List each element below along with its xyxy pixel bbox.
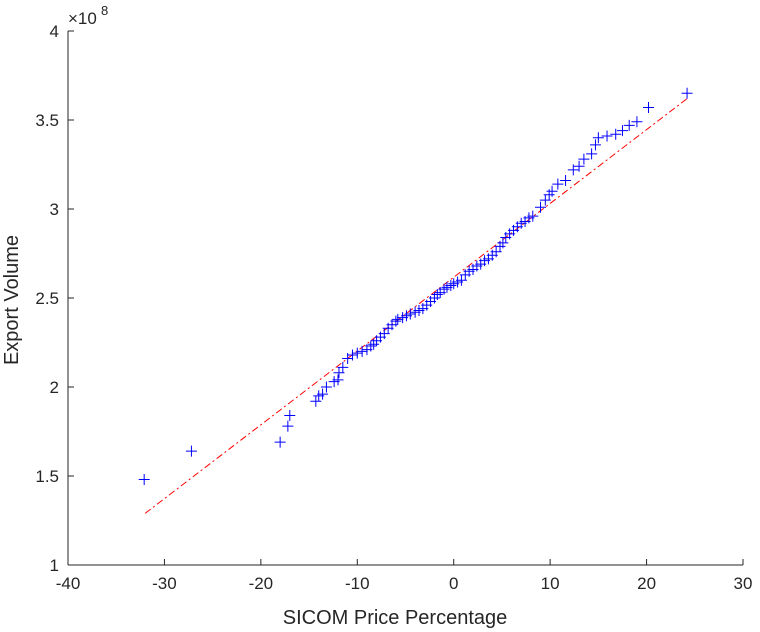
y-tick-label: 2: [50, 378, 59, 397]
data-point: [643, 102, 654, 114]
y-tick-label: 4: [50, 22, 59, 41]
data-point: [497, 237, 509, 249]
fit-line: [144, 98, 688, 514]
data-point: [351, 347, 363, 359]
x-tick-label: 20: [637, 574, 656, 593]
data-point: [438, 283, 450, 295]
data-point: [346, 349, 358, 361]
data-point: [284, 409, 296, 421]
data-point: [527, 210, 539, 222]
data-point: [390, 315, 402, 327]
data-points: [138, 87, 693, 486]
x-tick-label: 0: [449, 574, 458, 593]
data-point: [356, 345, 368, 357]
x-tick-label: -30: [152, 574, 177, 593]
data-point: [320, 381, 332, 393]
y-axis-exponent: ×10 8: [68, 3, 108, 28]
data-point: [578, 153, 590, 165]
x-tick-label: 30: [734, 574, 753, 593]
y-axis-label: Export Volume: [1, 235, 23, 365]
data-point: [445, 280, 457, 292]
data-point: [274, 436, 286, 448]
data-point: [431, 288, 443, 300]
x-tick-label: -20: [249, 574, 274, 593]
fit-line-group: [144, 98, 688, 514]
data-point: [392, 313, 404, 325]
data-point: [586, 148, 598, 160]
data-point: [623, 119, 635, 131]
data-point: [560, 175, 572, 187]
x-tick-label: 10: [541, 574, 560, 593]
y-tick-label: 3.5: [35, 111, 59, 130]
data-point: [681, 87, 693, 99]
data-point: [616, 125, 628, 137]
data-point: [552, 178, 564, 190]
data-point: [546, 185, 558, 197]
data-point: [138, 474, 150, 486]
exponent-base: ×10: [68, 9, 97, 28]
data-point: [567, 164, 579, 176]
data-point: [404, 308, 416, 320]
y-tick-label: 1: [50, 556, 59, 575]
data-point: [185, 445, 197, 457]
data-point: [310, 395, 322, 407]
y-tick-label: 3: [50, 200, 59, 219]
data-point: [610, 128, 622, 140]
x-axis-label: SICOM Price Percentage: [283, 607, 508, 629]
data-point: [365, 340, 377, 352]
data-point: [592, 132, 604, 144]
data-point: [535, 201, 546, 213]
data-point: [317, 388, 329, 400]
data-point: [631, 116, 643, 128]
x-tick-label: -10: [345, 574, 370, 593]
data-point: [601, 130, 613, 142]
y-tick-label: 1.5: [35, 467, 59, 486]
exponent-power: 8: [101, 3, 108, 18]
data-point: [589, 139, 601, 151]
data-point: [332, 374, 344, 386]
y-tick-label: 2.5: [35, 289, 59, 308]
axes: -40 -30 -20 -10 0 10 20 30 1 1.5 2 2.5 3 3.5 4: [35, 22, 752, 593]
data-point: [573, 160, 585, 172]
data-point: [337, 361, 349, 373]
x-tick-label: -40: [56, 574, 81, 593]
axis-labels: SICOM Price Percentage Export Volume: [1, 235, 507, 629]
data-point: [282, 420, 294, 432]
